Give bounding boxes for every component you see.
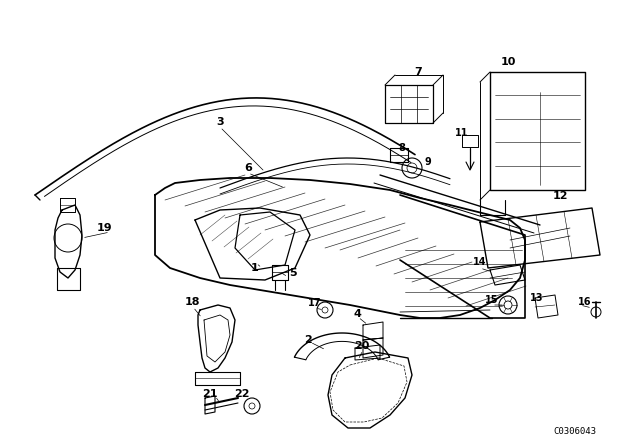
Text: 16: 16 [579, 297, 592, 307]
Text: 17: 17 [308, 298, 322, 308]
Text: 15: 15 [485, 295, 499, 305]
Text: 14: 14 [473, 257, 487, 267]
Text: C0306043: C0306043 [554, 427, 596, 436]
Text: 4: 4 [353, 309, 361, 319]
Text: 5: 5 [289, 268, 297, 278]
Text: 13: 13 [531, 293, 544, 303]
Text: 8: 8 [399, 143, 405, 153]
Text: 18: 18 [184, 297, 200, 307]
Text: 1: 1 [251, 263, 259, 273]
Text: 20: 20 [355, 341, 370, 351]
Text: 21: 21 [202, 389, 218, 399]
Text: 19: 19 [97, 223, 113, 233]
Text: 12: 12 [552, 191, 568, 201]
Text: 7: 7 [414, 67, 422, 77]
Text: 2: 2 [304, 335, 312, 345]
Text: 9: 9 [424, 157, 431, 167]
Text: 10: 10 [500, 57, 516, 67]
Text: 3: 3 [216, 117, 224, 127]
Text: 11: 11 [455, 128, 468, 138]
Text: 6: 6 [244, 163, 252, 173]
Text: 22: 22 [234, 389, 250, 399]
